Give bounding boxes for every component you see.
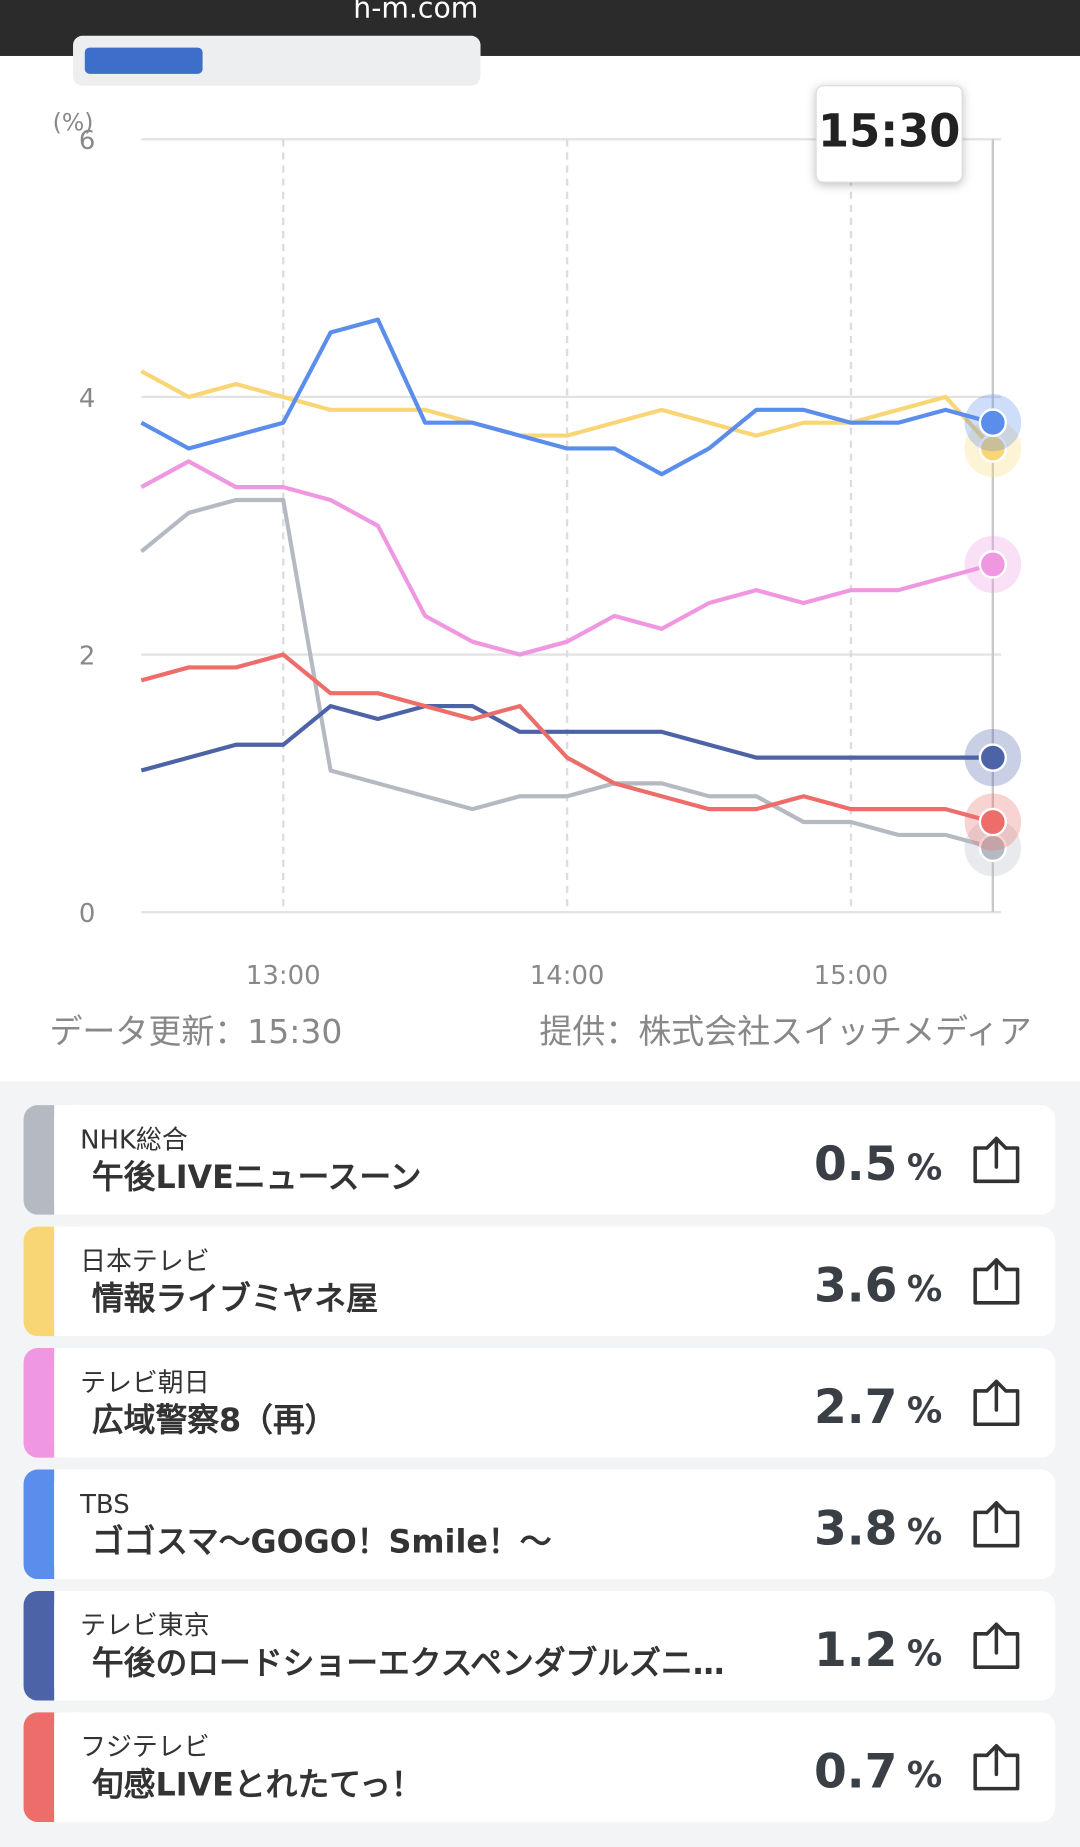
series-line: [140, 369, 995, 450]
y-tick-label: 0: [79, 899, 95, 929]
rating: 2.7: [814, 1380, 897, 1435]
source: 提供：株式会社スイッチメディア: [539, 1012, 1031, 1051]
x-tick-label: 14:00: [530, 961, 605, 991]
channel-name: テレビ東京: [80, 1611, 210, 1641]
share-icon[interactable]: [973, 1136, 1020, 1184]
program-name: 情報ライブミヤネ屋: [92, 1279, 378, 1317]
card-corner: [54, 1348, 78, 1458]
end-dot: [978, 408, 1007, 438]
end-dot: [978, 807, 1007, 837]
share-box: [973, 1510, 1020, 1548]
share-box: [973, 1267, 1020, 1305]
share-box: [973, 1146, 1020, 1184]
rating-unit: %: [907, 1390, 942, 1431]
card-corner: [54, 1590, 78, 1701]
share-arrow: [985, 1743, 1008, 1777]
series-line: [140, 497, 994, 850]
card-corner: [54, 1712, 78, 1822]
end-dot: [978, 550, 1007, 579]
rating: 3.6: [814, 1258, 897, 1313]
share-icon[interactable]: [973, 1743, 1020, 1791]
share-arrow: [985, 1136, 1008, 1169]
channel-name: テレビ朝日: [80, 1368, 210, 1398]
program-name: ゴゴスマ〜GOGO！Smile！〜: [92, 1522, 552, 1560]
card-body: [54, 1469, 1056, 1580]
share-arrow: [985, 1622, 1008, 1655]
channel-name: 日本テレビ: [80, 1247, 210, 1277]
url: h-m.com: [353, 0, 478, 25]
card-corner: [54, 1469, 78, 1580]
end-dot: [978, 743, 1007, 772]
rating-unit: %: [907, 1633, 942, 1674]
share-arrow: [985, 1379, 1008, 1412]
card-body: [54, 1712, 1056, 1822]
rating-unit: %: [907, 1269, 942, 1310]
tab-active[interactable]: [84, 47, 203, 74]
x-tick-label: 13:00: [246, 961, 321, 991]
card-body: [54, 1590, 1056, 1701]
rating-unit: %: [907, 1512, 942, 1553]
series-line: [140, 459, 994, 657]
y-tick-label: 6: [79, 126, 95, 156]
share-box: [973, 1389, 1020, 1427]
program-name: 午後LIVEニュースーン: [92, 1158, 422, 1196]
tooltip-label: 15:30: [818, 104, 960, 157]
series-line: [140, 317, 994, 477]
card-body: [54, 1348, 1056, 1458]
x-tick-label: 15:00: [814, 961, 889, 991]
rating: 1.2: [814, 1623, 897, 1678]
channel-name: TBS: [79, 1490, 130, 1520]
share-arrow: [985, 1258, 1008, 1291]
channel-name: NHK総合: [80, 1125, 188, 1155]
tooltip-box: [815, 85, 963, 183]
channel-name: フジテレビ: [80, 1733, 210, 1763]
rating: 0.5: [814, 1137, 897, 1192]
rating-unit: %: [907, 1147, 942, 1188]
program-name: 旬感LIVEとれたてっ！: [92, 1765, 423, 1803]
card-corner: [54, 1226, 78, 1337]
share-arrow: [985, 1501, 1008, 1534]
share-box: [973, 1632, 1020, 1669]
program-name: 午後のロードショーエクスペンダブルズニ…: [92, 1644, 725, 1682]
update-time: データ更新：15:30: [49, 1012, 342, 1051]
y-tick-label: 2: [79, 641, 95, 671]
rating: 0.7: [814, 1744, 897, 1799]
series-line: [140, 652, 994, 825]
share-icon[interactable]: [973, 1501, 1020, 1548]
share-icon[interactable]: [973, 1258, 1020, 1305]
card-body: [54, 1105, 1056, 1215]
rating: 3.8: [814, 1501, 897, 1556]
share-icon[interactable]: [973, 1379, 1020, 1427]
share-icon[interactable]: [973, 1622, 1020, 1669]
card-body: [54, 1226, 1056, 1337]
y-tick-label: 4: [79, 384, 95, 414]
share-box: [973, 1753, 1020, 1791]
y-unit: (%): [53, 108, 94, 136]
program-name: 広域警察8（再）: [92, 1401, 337, 1439]
rating-unit: %: [907, 1755, 942, 1796]
series-line: [140, 704, 993, 773]
card-corner: [54, 1105, 78, 1215]
